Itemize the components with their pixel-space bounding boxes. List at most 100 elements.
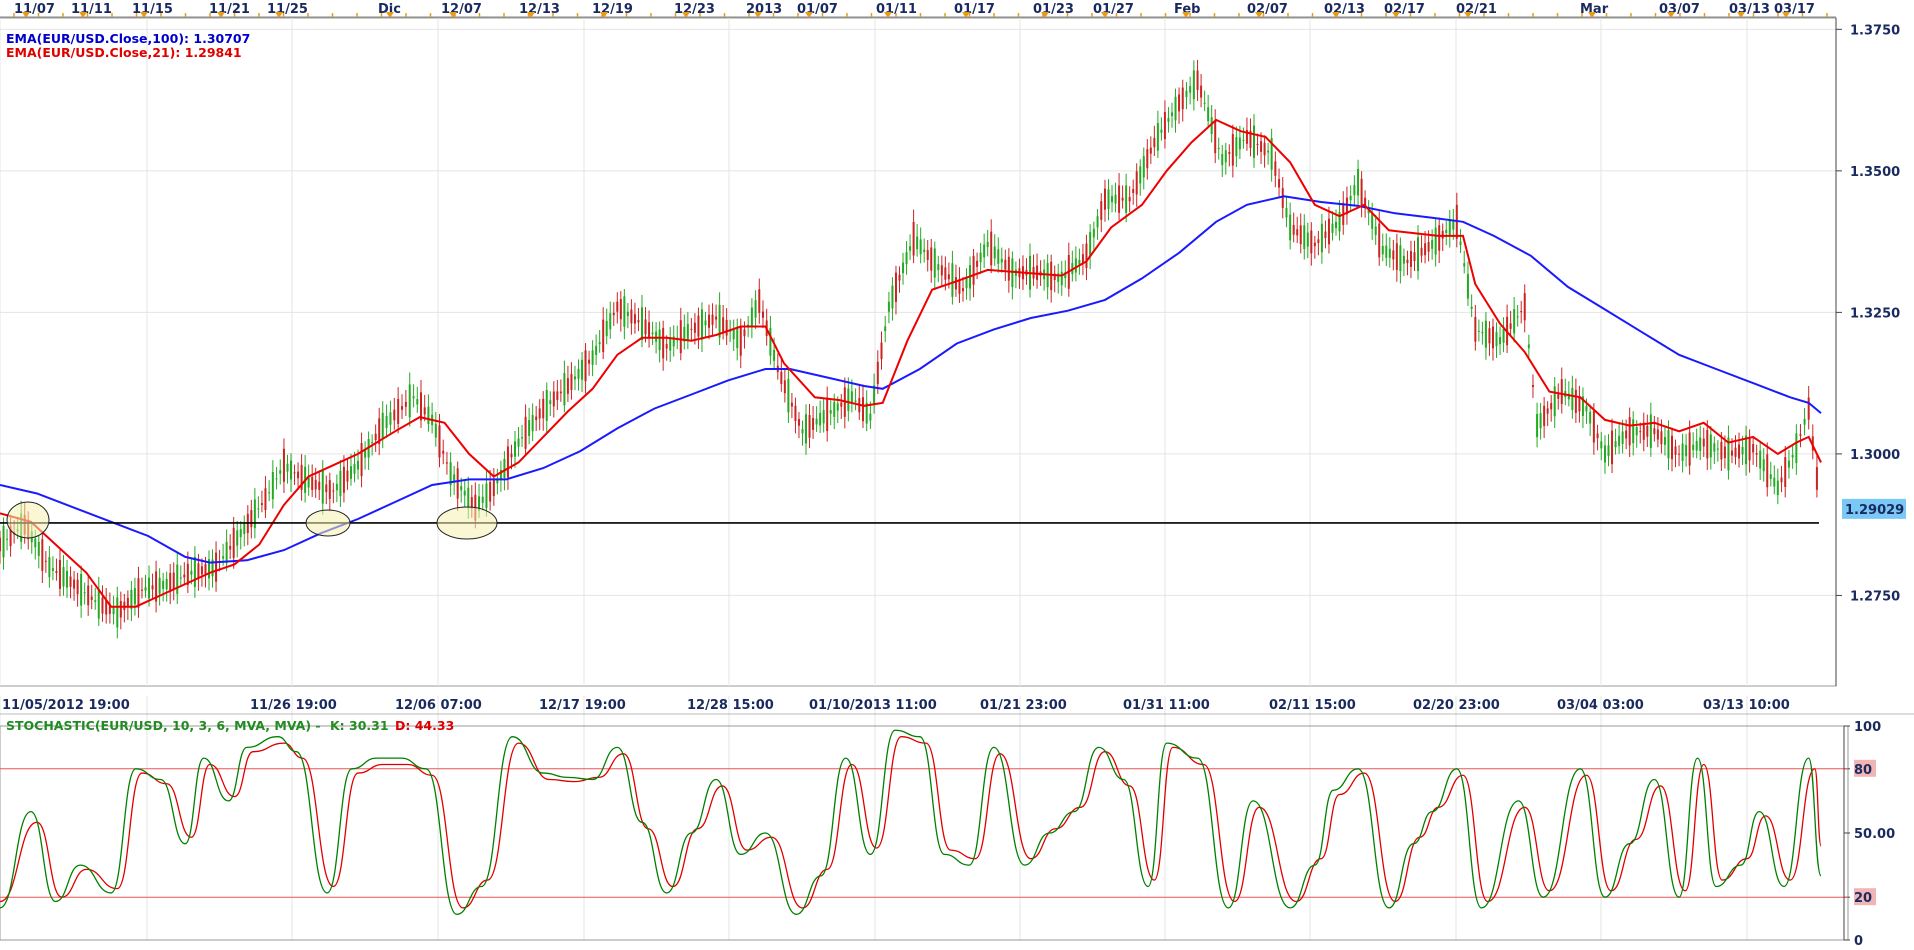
candle-body [976, 260, 979, 267]
candle-body [1621, 431, 1624, 444]
bottom-time-label: 03/13 10:00 [1703, 698, 1790, 713]
candle-body [602, 319, 605, 353]
candle-body [374, 433, 377, 441]
top-date-label: 11/11 [71, 2, 112, 17]
candle-body [208, 559, 211, 579]
candle-body [1335, 221, 1338, 229]
bottom-time-label: 12/17 19:00 [539, 698, 626, 713]
candle-body [260, 503, 263, 505]
candle-body [510, 453, 513, 458]
candle-body [783, 380, 786, 394]
candle-body [826, 397, 829, 431]
candle-body [626, 311, 629, 317]
candle-body [257, 508, 260, 510]
candle-body [1488, 328, 1491, 344]
highlight-ellipse [436, 506, 498, 540]
candle-body [1327, 218, 1330, 245]
y-tick-label: 1.3750 [1850, 23, 1900, 38]
top-date-marker [386, 12, 394, 18]
candle-body [314, 479, 317, 490]
candle-body [90, 596, 93, 600]
candle-body [307, 476, 310, 488]
candle-body [222, 556, 225, 559]
candle-body [1274, 161, 1277, 176]
candle-body [1766, 454, 1769, 488]
candle-body [1200, 85, 1203, 98]
candle-body [993, 246, 996, 259]
candle-body [909, 246, 912, 251]
candle-body [87, 585, 90, 606]
candle-body [321, 470, 324, 504]
sto-level-box [1854, 888, 1876, 906]
candle-body [1499, 337, 1502, 345]
candle-body [499, 469, 502, 480]
candle-body [876, 361, 879, 385]
candle-body [449, 462, 452, 486]
candle-body [1060, 271, 1063, 286]
sto-plot-frame [0, 725, 1849, 941]
candle-body [232, 527, 235, 558]
candle-body [1618, 435, 1621, 447]
top-date-marker [884, 12, 892, 18]
highlight-ellipse [305, 509, 351, 537]
candle-body [1174, 96, 1177, 121]
candle-body [1509, 323, 1512, 329]
candle-body [126, 597, 129, 608]
candle-body [833, 401, 836, 417]
candle-body [108, 604, 111, 614]
candle-body [754, 300, 757, 318]
candle-body [780, 371, 783, 384]
candle-body [357, 460, 360, 470]
candle-body [1427, 241, 1430, 252]
candle-body [1578, 396, 1581, 412]
candle-body [819, 412, 822, 426]
candle-body [1417, 237, 1420, 272]
candle-body [1317, 239, 1320, 244]
candle-body [1170, 112, 1173, 117]
candle-body [644, 319, 647, 335]
candle-body [1388, 248, 1391, 258]
candle-body [1249, 130, 1252, 148]
candle-body [1459, 241, 1462, 246]
top-date-strip [0, 0, 1914, 17]
candle-body [1603, 445, 1606, 463]
candle-body [947, 274, 950, 280]
candle-body [427, 406, 430, 425]
candle-body [1585, 405, 1588, 412]
candle-body [151, 585, 154, 590]
candle-body [1639, 431, 1642, 433]
bottom-time-label: 02/20 23:00 [1413, 698, 1500, 713]
candle-body [1263, 142, 1266, 156]
bottom-time-label: 01/21 23:00 [980, 698, 1067, 713]
top-date-marker [1332, 12, 1340, 18]
candle-body [1815, 467, 1818, 490]
candle-body [1463, 263, 1466, 267]
candle-body [229, 545, 232, 550]
candle-body [1349, 195, 1352, 201]
candle-body [722, 317, 725, 332]
candle-body [1189, 86, 1192, 93]
candle-body [1474, 316, 1477, 342]
candle-body [1745, 435, 1748, 465]
candle-body [708, 314, 711, 328]
candle-body [1671, 435, 1674, 460]
candle-body [1755, 453, 1758, 455]
candle-body [243, 522, 246, 535]
candle-body [1607, 445, 1610, 456]
candle-body [158, 577, 161, 594]
candle-body [197, 563, 200, 579]
sto-k-line [0, 729, 1822, 915]
candle-body [1310, 230, 1313, 254]
candle-body [1406, 259, 1409, 264]
candle-body [739, 325, 742, 356]
candle-body [1614, 441, 1617, 448]
top-date-marker [217, 12, 225, 18]
candle-body [1000, 258, 1003, 263]
candle-body [619, 299, 622, 320]
candle-body [630, 309, 633, 324]
bottom-time-label: 12/06 07:00 [395, 698, 482, 713]
candle-body [456, 468, 459, 499]
top-date-label: Feb [1174, 2, 1200, 17]
candle-body [521, 437, 524, 439]
candle-body [718, 304, 721, 338]
